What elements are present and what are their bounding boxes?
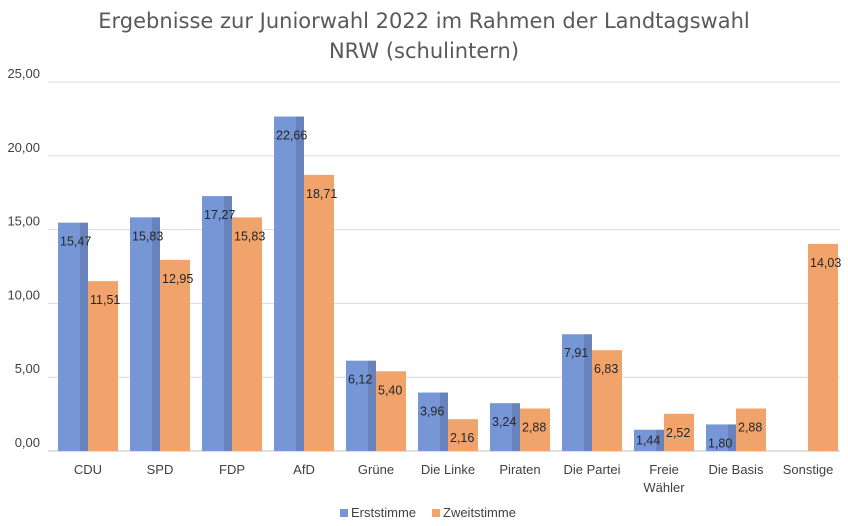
x-axis: CDU SPD FDP AfD Grüne Die Linke Piraten Die Par…: [74, 462, 833, 495]
bar-group: 17,27 15,83: [202, 196, 265, 451]
y-tick-label: 10,00: [7, 287, 40, 302]
y-axis: 0,00 5,00 10,00 15,00 20,00 25,00: [7, 66, 40, 450]
x-tick-label: AfD: [293, 462, 315, 477]
data-label-erststimme: 7,91: [564, 346, 588, 360]
data-label-erststimme: 15,47: [60, 235, 91, 249]
bar-shadow: [728, 424, 736, 451]
bar-erststimme: [274, 116, 304, 452]
legend-label-erststimme: Erststimme: [351, 505, 416, 520]
bar-erststimme: [346, 360, 376, 451]
y-tick-label: 20,00: [7, 140, 40, 155]
data-label-zweitstimme: 15,83: [234, 229, 265, 243]
bar-erststimme: [58, 222, 88, 451]
data-label-erststimme: 22,66: [276, 129, 307, 143]
bar-zweitstimme: [376, 371, 406, 451]
chart-title-line-1: Ergebnisse zur Juniorwahl 2022 im Rahmen…: [98, 9, 749, 33]
bar-zweitstimme: [160, 259, 190, 451]
bar-shadow: [512, 403, 520, 451]
x-tick-label: Piraten: [499, 462, 540, 477]
bar-shadow: [296, 116, 304, 452]
x-tick-label: SPD: [147, 462, 174, 477]
legend: Erststimme Zweitstimme: [340, 505, 516, 520]
data-label-zweitstimme: 2,16: [450, 431, 474, 445]
data-label-erststimme: 3,24: [492, 415, 516, 429]
bar-shadow: [656, 429, 664, 451]
bar-group: 1,80 2,88: [706, 408, 766, 451]
bar-erststimme: [706, 424, 736, 451]
data-label-erststimme: 6,12: [348, 373, 372, 387]
data-label-erststimme: 1,44: [636, 434, 660, 448]
bar-shadow: [440, 392, 448, 451]
legend-swatch-zweitstimme: [432, 509, 440, 517]
x-tick-label: Freie: [649, 462, 679, 477]
bar-group: 15,83 12,95: [130, 217, 193, 451]
bar-zweitstimme: [808, 243, 838, 451]
chart-title-line-2: NRW (schulintern): [329, 39, 519, 63]
data-label-erststimme: 1,80: [708, 436, 732, 450]
bar-zweitstimme: [736, 408, 766, 451]
bar-group: 1,44 2,52: [634, 413, 694, 451]
bar-shadow: [224, 196, 232, 451]
data-label-zweitstimme: 14,03: [810, 256, 841, 270]
bar-group: 22,66 18,71: [274, 116, 337, 452]
bar-erststimme: [418, 392, 448, 451]
bar-erststimme: [130, 217, 160, 451]
y-tick-label: 0,00: [15, 435, 40, 450]
bar-erststimme: [490, 403, 520, 451]
y-tick-label: 15,00: [7, 214, 40, 229]
x-tick-label: Wähler: [643, 480, 685, 495]
bar-erststimme: [202, 196, 232, 451]
data-label-zweitstimme: 6,83: [594, 362, 618, 376]
x-tick-label: Grüne: [358, 462, 394, 477]
bar-group: 3,96 2,16: [418, 392, 478, 451]
data-label-zweitstimme: 12,95: [162, 272, 193, 286]
legend-label-zweitstimme: Zweitstimme: [443, 505, 516, 520]
bar-group: 7,91 6,83: [562, 334, 622, 451]
x-tick-label: Die Basis: [709, 462, 764, 477]
legend-swatch-erststimme: [340, 509, 348, 517]
y-tick-label: 5,00: [15, 361, 40, 376]
data-label-erststimme: 3,96: [420, 405, 444, 419]
bar-shadow: [584, 334, 592, 451]
bar-group: 3,24 2,88: [490, 403, 550, 451]
data-label-zweitstimme: 2,52: [666, 426, 690, 440]
bar-zweitstimme: [88, 281, 118, 451]
data-label-zweitstimme: 2,88: [522, 420, 546, 434]
x-tick-label: CDU: [74, 462, 102, 477]
bar-group: 15,47 11,51: [58, 222, 120, 451]
x-tick-label: Die Linke: [421, 462, 475, 477]
bar-zweitstimme: [304, 174, 334, 451]
data-label-zweitstimme: 2,88: [738, 420, 762, 434]
bar-erststimme: [634, 429, 664, 451]
bar-erststimme: [562, 334, 592, 451]
data-label-zweitstimme: 5,40: [378, 383, 402, 397]
bar-group: 14,03: [808, 243, 841, 451]
bar-zweitstimme: [232, 217, 262, 451]
bar-zweitstimme: [592, 350, 622, 451]
bar-zweitstimme: [448, 419, 478, 451]
bar-shadow: [368, 360, 376, 451]
y-tick-label: 25,00: [7, 66, 40, 81]
bar-zweitstimme: [520, 408, 550, 451]
data-label-zweitstimme: 18,71: [306, 187, 337, 201]
x-tick-label: Die Partei: [563, 462, 620, 477]
x-tick-label: FDP: [219, 462, 245, 477]
data-label-erststimme: 15,83: [132, 229, 163, 243]
bars: 15,47 11,51 15,83 12,95 17,27 15,83 22,66 18,71…: [58, 116, 841, 452]
bar-zweitstimme: [664, 413, 694, 451]
bar-shadow: [152, 217, 160, 451]
data-label-erststimme: 17,27: [204, 208, 235, 222]
bar-shadow: [80, 222, 88, 451]
bar-group: 6,12 5,40: [346, 360, 406, 451]
x-tick-label: Sonstige: [783, 462, 834, 477]
data-label-zweitstimme: 11,51: [90, 293, 120, 307]
